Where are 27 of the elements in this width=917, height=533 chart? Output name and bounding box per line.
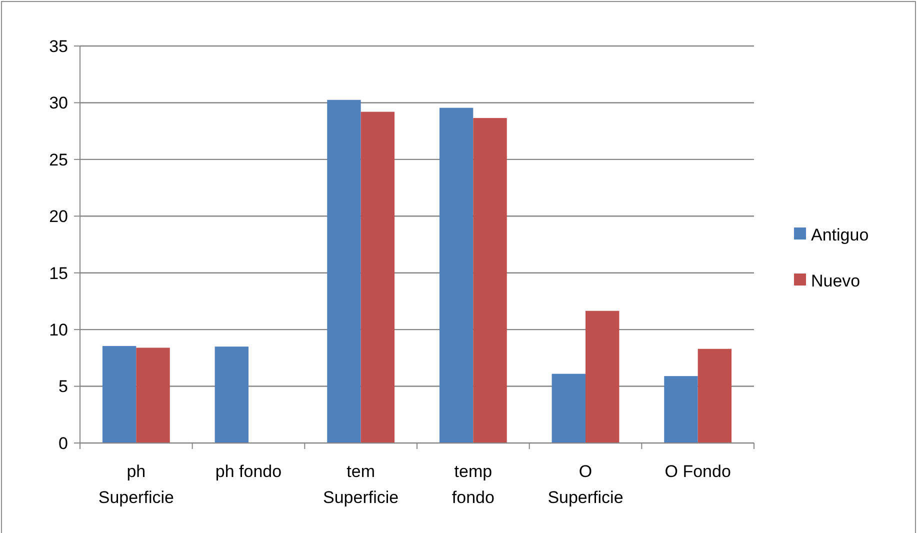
x-tick-label: temp fondo <box>452 462 494 507</box>
y-tick-label: 10 <box>49 320 68 340</box>
legend-label: Antiguo <box>811 225 869 244</box>
bar <box>664 376 698 443</box>
bar <box>102 346 136 443</box>
y-tick-label: 30 <box>49 94 68 113</box>
bar <box>214 346 248 443</box>
y-tick-label: 35 <box>49 36 68 56</box>
bar <box>439 108 474 443</box>
y-tick-label: 25 <box>49 150 68 170</box>
bar <box>327 100 361 443</box>
y-tick-label: 5 <box>58 377 68 396</box>
x-tick-label: ph fondo <box>215 462 282 481</box>
y-tick-label: 20 <box>49 207 68 226</box>
bar <box>136 348 170 443</box>
bar <box>698 348 732 443</box>
x-tick-label: O Superficie <box>548 462 624 507</box>
bar <box>360 112 395 443</box>
bar <box>552 374 586 443</box>
x-tick-label: O Fondo <box>664 462 731 481</box>
y-tick-label: 0 <box>58 434 68 453</box>
x-tick-label: ph Superficie <box>98 462 174 507</box>
legend-label: Nuevo <box>811 271 860 290</box>
bar <box>473 118 507 443</box>
x-tick-label: tem Superficie <box>323 462 399 507</box>
bar <box>586 310 620 443</box>
y-tick-label: 15 <box>49 264 68 283</box>
